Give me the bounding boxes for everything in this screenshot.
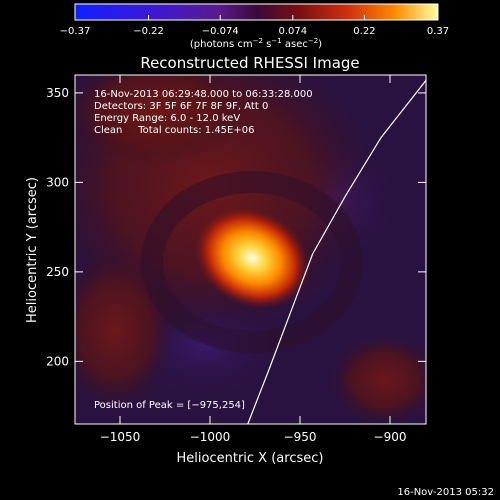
x-tick-label: −1000 — [190, 430, 231, 444]
y-tick-label: 250 — [46, 265, 69, 279]
y-tick-label: 350 — [46, 86, 69, 100]
info-line: Clean Total counts: 1.45E+06 — [94, 125, 254, 136]
info-line: 16-Nov-2013 06:29:48.000 to 06:33:28.000 — [94, 89, 313, 100]
x-axis-label: Heliocentric X (arcsec) — [177, 451, 324, 466]
colorbar-tick-label: 0.22 — [353, 26, 375, 37]
x-tick-label: −1050 — [100, 430, 141, 444]
colorbar-tick-label: −0.074 — [202, 26, 239, 37]
colorbar-ticks: −0.37 −0.22 −0.074 0.074 0.22 0.37 — [60, 15, 449, 37]
colorbar-tick-label: −0.22 — [133, 26, 164, 37]
y-tick-label: 300 — [46, 175, 69, 189]
x-tick-label: −950 — [284, 430, 317, 444]
footer-timestamp: 16-Nov-2013 05:32 — [397, 487, 494, 498]
map-peak-glow — [194, 207, 310, 309]
colorbar-frame — [74, 3, 439, 21]
x-tick-label: −900 — [374, 430, 407, 444]
y-axis-label: Heliocentric Y (arcsec) — [25, 177, 40, 323]
info-line: Detectors: 3F 5F 6F 7F 8F 9F, Att 0 — [94, 101, 268, 112]
map-red-halo — [330, 335, 426, 424]
map-dark-ring — [141, 171, 363, 353]
info-block: 16-Nov-2013 06:29:48.000 to 06:33:28.000… — [94, 89, 313, 136]
chart-title: Reconstructed RHESSI Image — [140, 54, 359, 72]
axis-ticks: −1050 −1000 −950 −900 200 250 300 350 — [46, 75, 426, 444]
solar-limb-line — [247, 80, 426, 424]
map-red-halo — [75, 75, 250, 165]
colorbar-tick-label: 0.37 — [427, 26, 449, 37]
colorbar-tick-label: −0.37 — [60, 26, 91, 37]
heatmap-image — [75, 75, 426, 424]
plot-frame — [74, 74, 427, 425]
y-tick-label: 200 — [46, 354, 69, 368]
colorbar — [75, 4, 438, 20]
colorbar-tick-label: 0.074 — [278, 26, 307, 37]
colorbar-units: (photons cm−2 s−1 asec−2) — [190, 37, 322, 50]
info-line: Energy Range: 6.0 - 12.0 keV — [94, 113, 240, 124]
peak-position-label: Position of Peak = [−975,254] — [94, 400, 245, 411]
